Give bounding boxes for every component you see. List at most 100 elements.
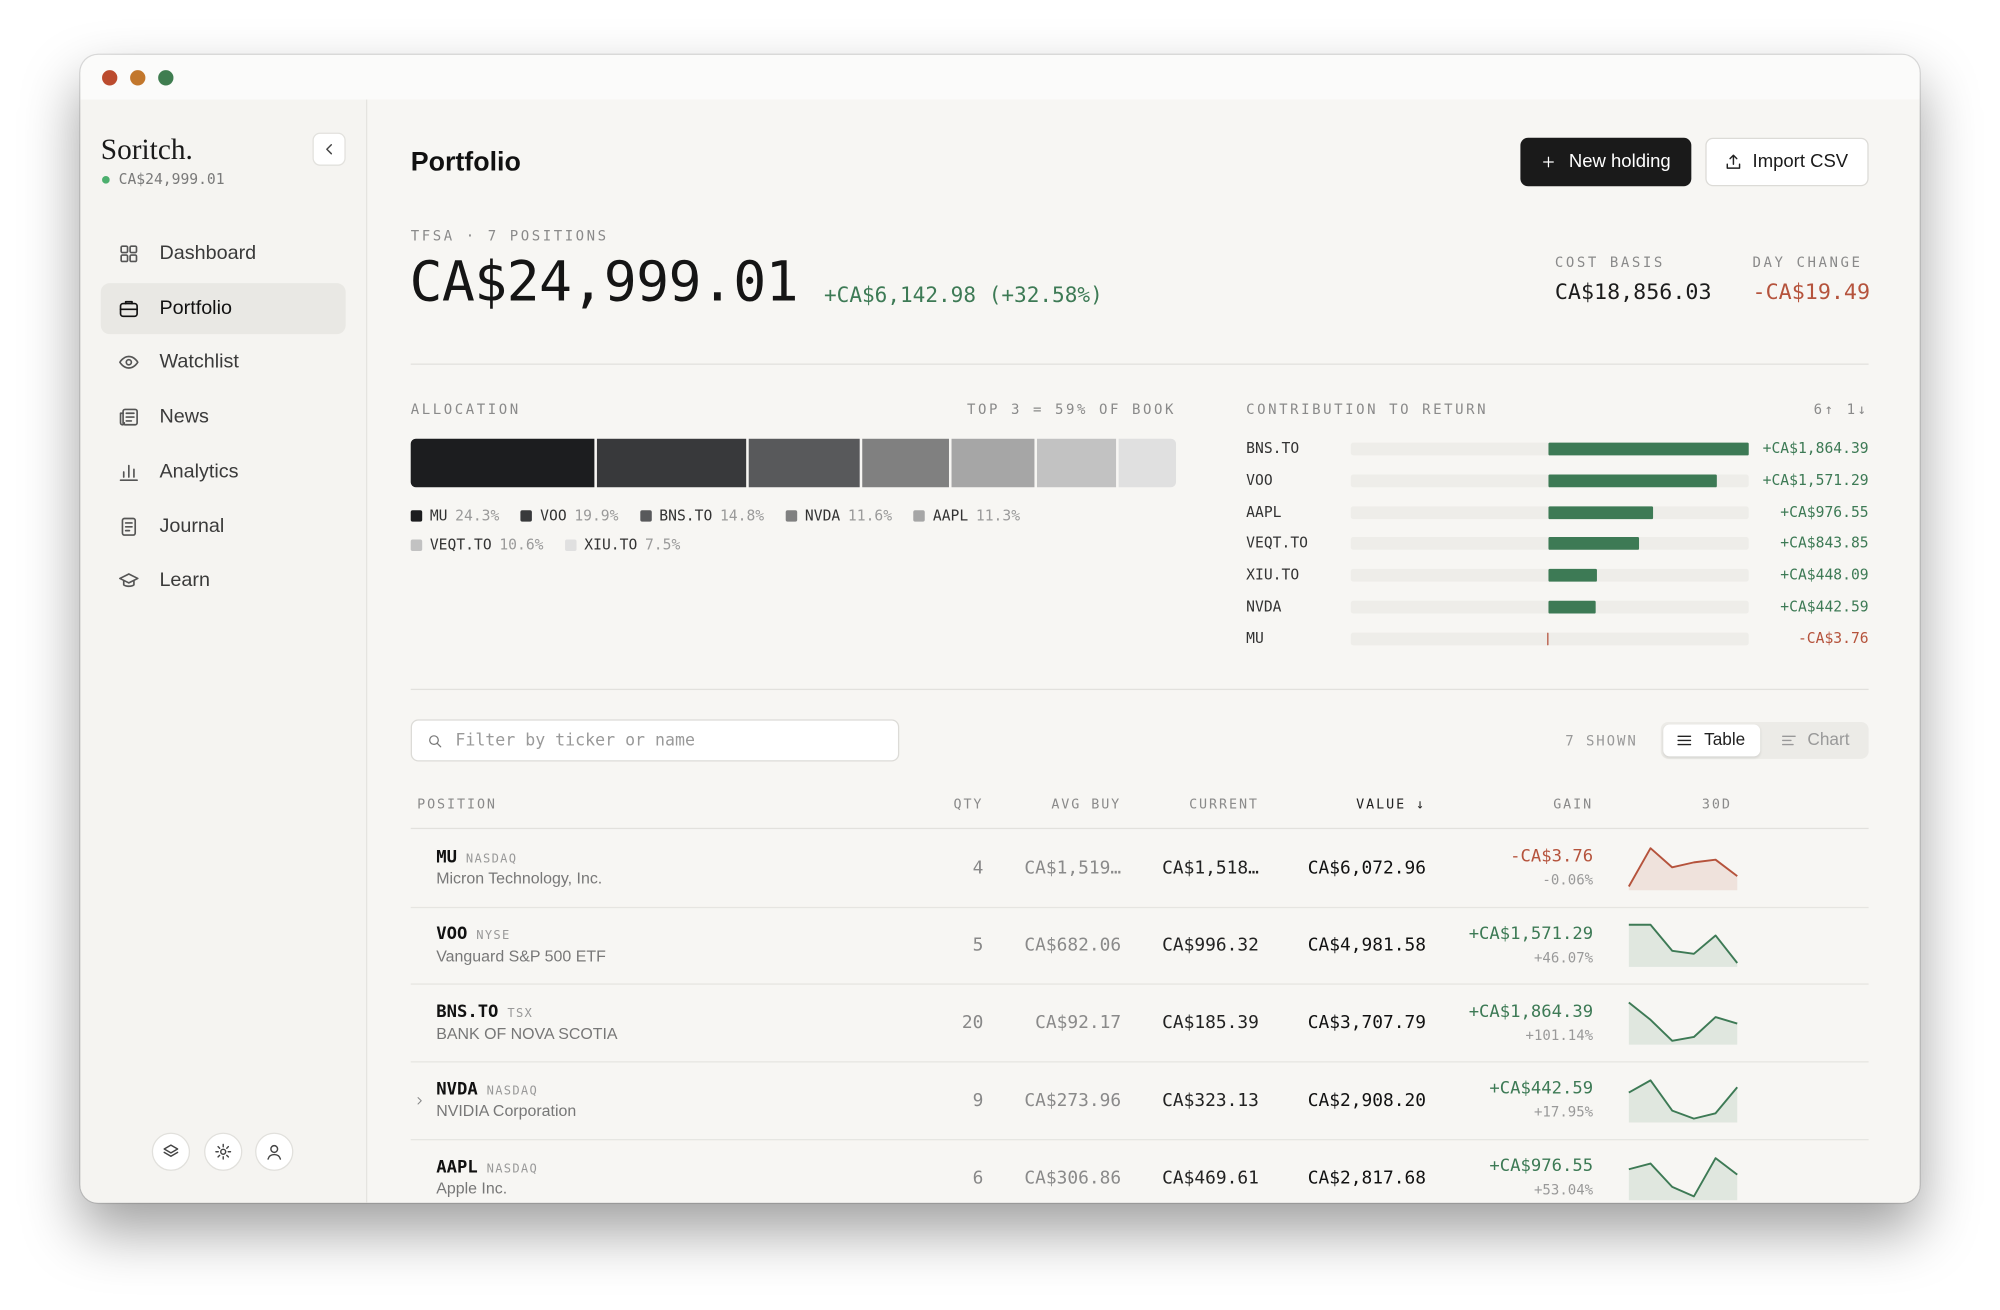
button-label: Import CSV: [1752, 151, 1849, 172]
nav-item[interactable]: Dashboard: [159, 242, 257, 265]
contribution-ticker: MU: [1246, 628, 1264, 647]
avg-buy: CA$682.06: [1024, 935, 1122, 956]
legend-swatch: [913, 509, 926, 522]
legend-swatch: [521, 509, 533, 522]
company-name: Vanguard S&P 500 ETF: [436, 947, 606, 965]
icon-part: [1782, 735, 1796, 746]
sidebar-balance: CA$24,999.01: [118, 169, 225, 188]
contribution-value: +CA$1,571.29: [1762, 470, 1869, 489]
main-area: [367, 99, 1920, 1203]
nav-icon: [120, 245, 138, 263]
column-header[interactable]: POSITION: [417, 796, 497, 813]
legend-percent: 10.6%: [499, 535, 544, 554]
nav-icon: [119, 408, 138, 426]
icon-part: [163, 1151, 179, 1157]
nav-item[interactable]: News: [159, 406, 209, 428]
nav-item[interactable]: Analytics: [159, 460, 239, 483]
qty: 4: [972, 857, 984, 879]
icon-part: [215, 1143, 232, 1160]
icon-part: [267, 1153, 282, 1160]
icon-part: [125, 359, 133, 367]
contribution-ticker: AAPL: [1246, 502, 1282, 521]
company-name: Micron Technology, Inc.: [436, 869, 603, 888]
sidebar-footer-button[interactable]: [151, 1132, 191, 1171]
window-dot[interactable]: [158, 70, 174, 86]
stat-label: COST BASIS: [1554, 254, 1665, 272]
icon-part: [122, 580, 135, 588]
import-csv-button[interactable]: [1705, 137, 1869, 187]
filter-input[interactable]: [410, 719, 900, 762]
icon-part: [119, 464, 138, 481]
row-divider: [410, 1138, 1869, 1141]
section-note: TOP 3 = 59% OF BOOK: [967, 401, 1177, 418]
exchange: NASDAQ: [486, 1084, 539, 1099]
allocation-segment: [410, 438, 595, 488]
account-caption: TFSA · 7 POSITIONS: [410, 227, 609, 245]
chart-icon: [1782, 735, 1796, 746]
contribution-bar: [1548, 600, 1597, 614]
gain-percent: +101.14%: [1525, 1026, 1594, 1044]
market-value: CA$6,072.96: [1307, 857, 1427, 879]
sidebar-footer-button[interactable]: [204, 1132, 243, 1171]
ticker: VOO: [436, 924, 468, 945]
window-dot[interactable]: [102, 70, 118, 86]
view-option[interactable]: Chart: [1807, 729, 1850, 750]
contribution-bar: [1548, 474, 1718, 487]
legend-item: XIU.TO 7.5%: [565, 536, 680, 554]
nav-item[interactable]: Learn: [159, 569, 211, 592]
contribution-ticker: VOO: [1246, 470, 1273, 489]
row-divider: [410, 906, 1869, 908]
column-header[interactable]: 30D: [1701, 796, 1732, 813]
shown-count: 7 SHOWN: [1565, 732, 1638, 750]
sparkline-line: [1628, 1156, 1738, 1197]
allocation-segment: [1118, 438, 1177, 488]
nav-item[interactable]: Journal: [159, 514, 225, 537]
legend-swatch: [410, 509, 423, 522]
icon-part: [120, 245, 129, 254]
sparkline: [1628, 1079, 1738, 1123]
row-divider: [410, 1061, 1869, 1063]
portfolio-gain: +CA$6,142.98 (+32.58%): [823, 282, 1103, 308]
ticker: NVDA: [436, 1079, 478, 1100]
position-head: VOO NYSE: [436, 924, 510, 945]
sparkline-area: [1628, 847, 1738, 890]
sparkline: [1628, 924, 1738, 968]
legend-item: MU 24.3%: [410, 506, 499, 524]
title-bar: [80, 54, 1920, 100]
column-header[interactable]: CURRENT: [1189, 796, 1259, 813]
company-name: NVIDIA Corporation: [436, 1102, 577, 1121]
contribution-bar: [1548, 442, 1749, 456]
row-divider: [410, 983, 1869, 986]
sparkline-line: [1628, 1001, 1738, 1042]
icon-part: [220, 1148, 227, 1155]
column-header[interactable]: QTY: [953, 796, 984, 813]
window-dot[interactable]: [130, 70, 146, 86]
column-header[interactable]: VALUE ↓: [1356, 796, 1427, 813]
icon-part: [124, 521, 133, 531]
market-value: CA$2,817.68: [1307, 1167, 1427, 1189]
stat-label: DAY CHANGE: [1752, 254, 1863, 272]
legend-item: NVDA 11.6%: [785, 506, 892, 524]
collapse-button[interactable]: [312, 132, 346, 166]
nav-active-bg[interactable]: [100, 282, 346, 334]
column-header[interactable]: AVG BUY: [1051, 796, 1122, 813]
sidebar-footer-button[interactable]: [255, 1132, 294, 1171]
position-head: MU NASDAQ: [436, 849, 517, 866]
sparkline: [1628, 1001, 1738, 1045]
current-price: CA$469.61: [1162, 1167, 1259, 1189]
sparkline-area: [1628, 1002, 1738, 1045]
icon-part: [119, 573, 139, 584]
column-header[interactable]: GAIN: [1553, 796, 1594, 813]
avg-buy: CA$273.96: [1024, 1090, 1122, 1111]
section-title: CONTRIBUTION TO RETURN: [1246, 401, 1489, 418]
gain: +CA$976.55: [1489, 1156, 1594, 1177]
sparkline-line: [1628, 1079, 1738, 1120]
nav-item[interactable]: Watchlist: [159, 351, 239, 374]
market-value: CA$4,981.58: [1307, 935, 1427, 956]
sparkline-area: [1628, 1080, 1738, 1123]
legend-ticker: VOO: [540, 506, 567, 525]
sort-indicator[interactable]: 6↑ 1↓: [1813, 401, 1869, 418]
view-option: Table: [1704, 729, 1746, 750]
contribution-value: +CA$976.55: [1780, 502, 1869, 521]
nav-item[interactable]: Portfolio: [159, 297, 232, 319]
